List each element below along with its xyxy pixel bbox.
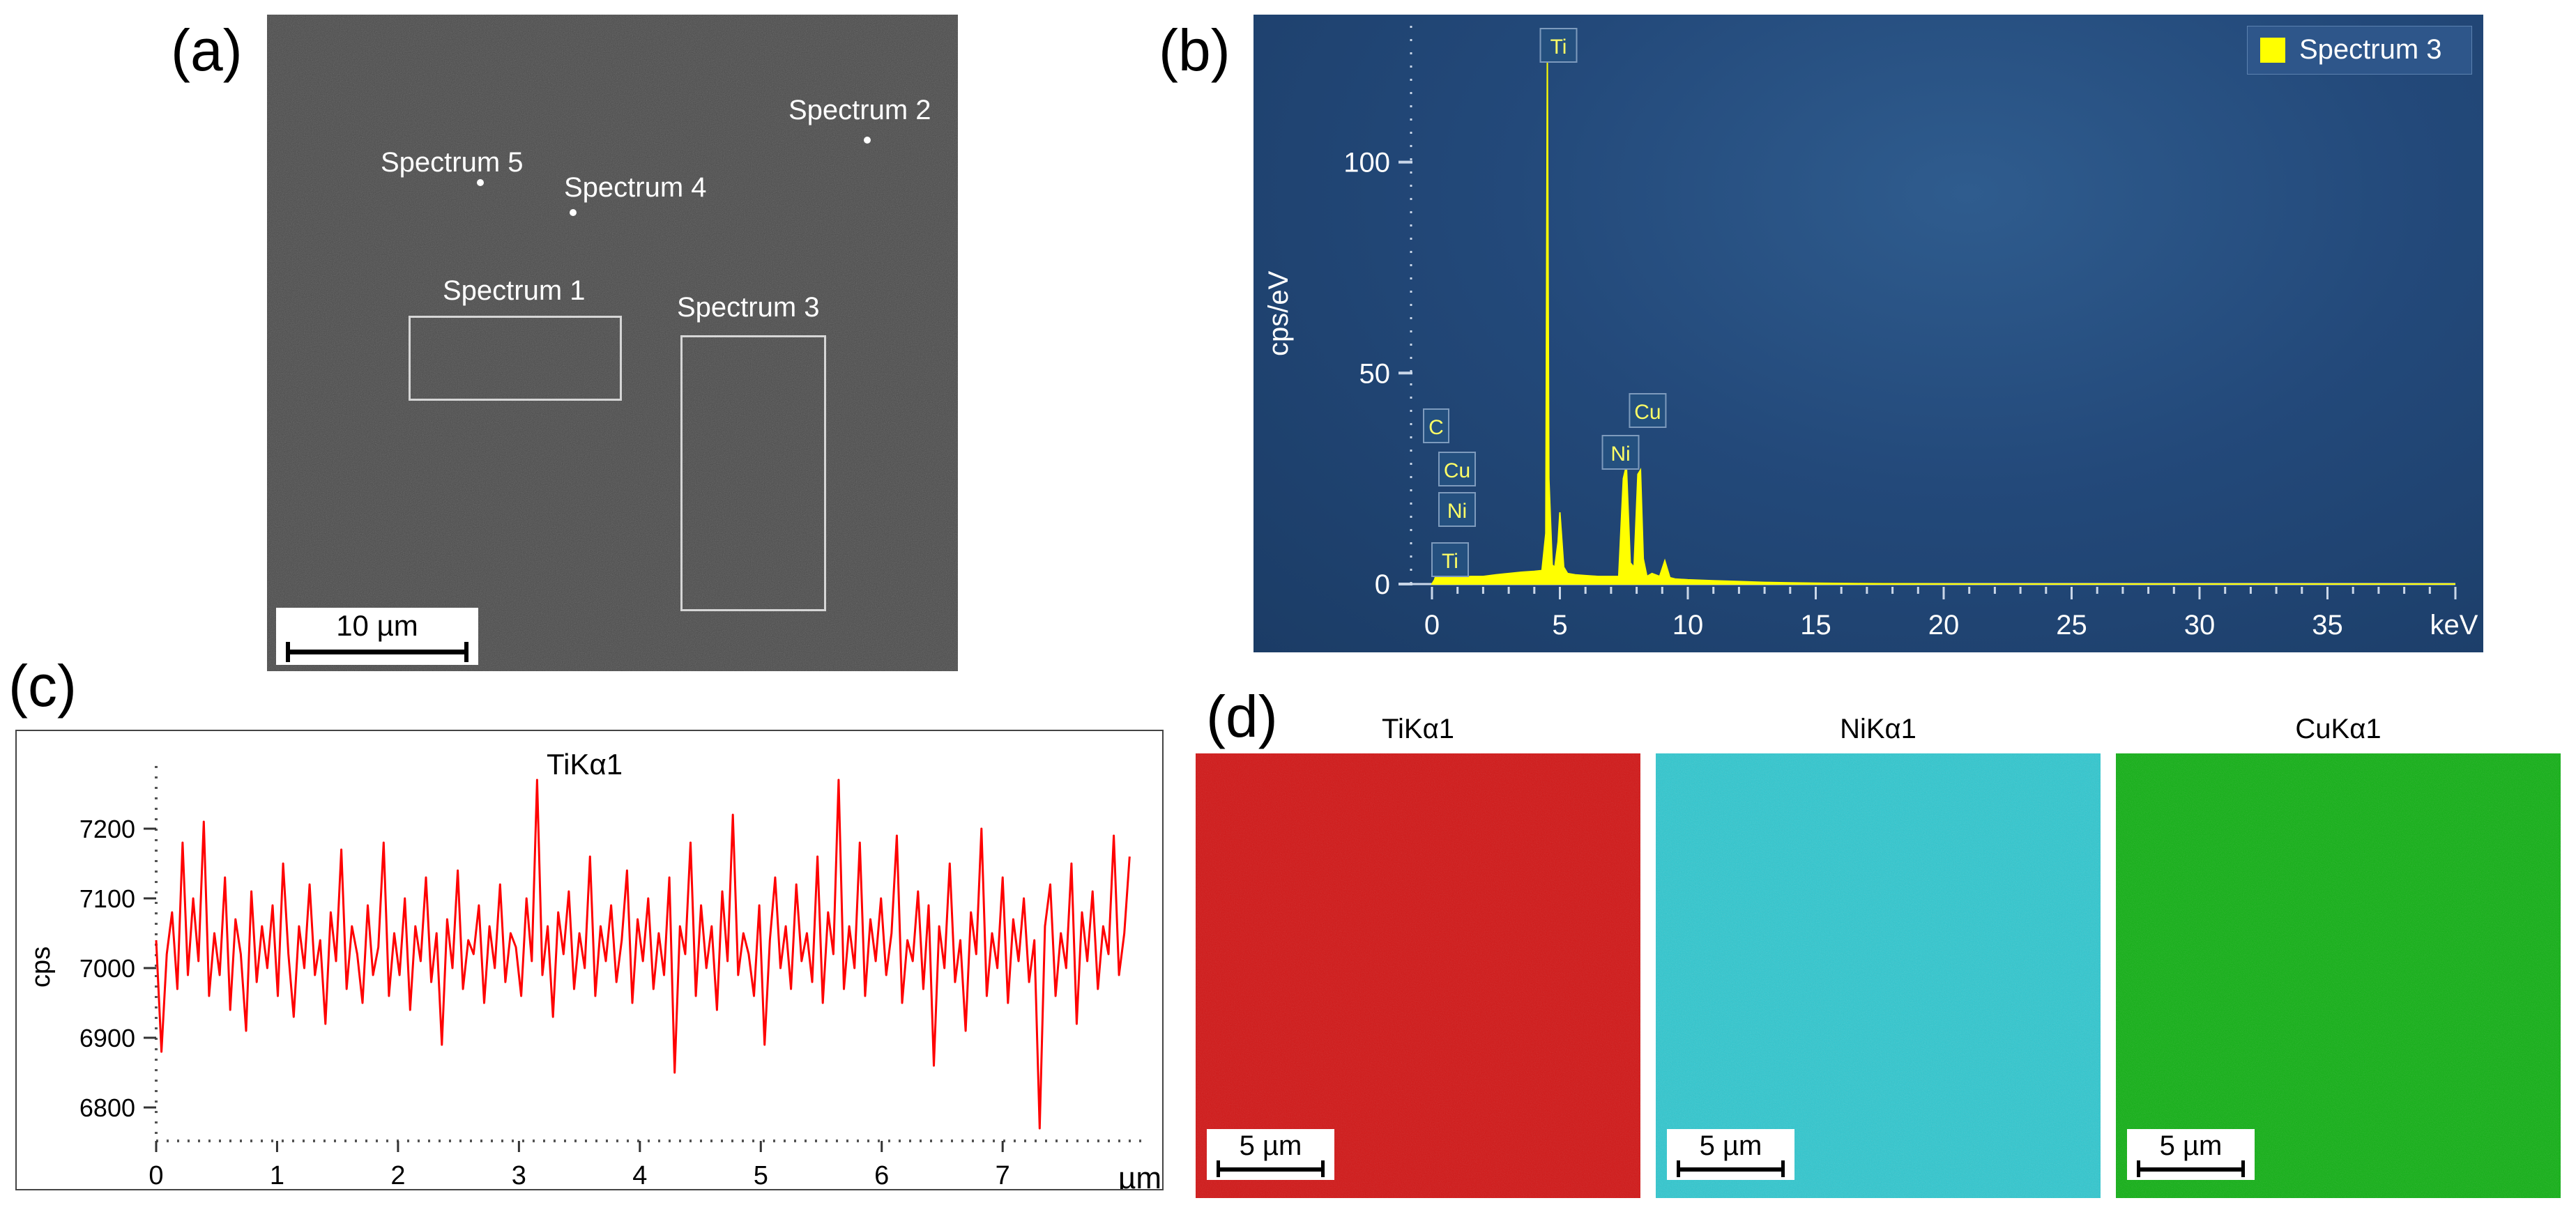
- eds-peak-label-text: C: [1428, 416, 1444, 439]
- ls-y-tick-label: 6800: [79, 1094, 135, 1122]
- eds-peak-label-text: Cu: [1444, 459, 1470, 482]
- eds-peak-label: C: [1423, 408, 1449, 443]
- sem-scale-label: 10 µm: [336, 609, 418, 642]
- spectrum-2-label: Spectrum 2: [788, 95, 931, 125]
- eds-x-tick-label: 30: [2184, 610, 2216, 640]
- eds-x-tick-label: 15: [1800, 610, 1831, 640]
- eds-y-tick-label: 100: [1343, 148, 1390, 178]
- ti-map-scale-label: 5 µm: [1239, 1130, 1302, 1161]
- eds-peak-label-text: Ni: [1447, 500, 1467, 523]
- spectrum-3-label: Spectrum 3: [677, 292, 820, 323]
- ls-y-tick-label: 7000: [79, 954, 135, 983]
- spectrum-4-point: [570, 209, 577, 216]
- eds-x-tick-label: 10: [1672, 610, 1704, 640]
- ni-map: 5 µm: [1656, 753, 2101, 1198]
- line-scan-title: TiKα1: [547, 748, 623, 781]
- eds-x-tick-label: 25: [2056, 610, 2087, 640]
- ls-x-tick-label: 5: [754, 1161, 768, 1189]
- ls-x-tick-label: 0: [148, 1161, 163, 1189]
- eds-y-tick-label: 0: [1375, 569, 1390, 600]
- ti-map-scale-line: [1217, 1160, 1325, 1177]
- eds-peak-label-text: Ti: [1550, 36, 1567, 59]
- eds-peak-label-text: Ni: [1610, 443, 1630, 466]
- eds-ylabel: cps/eV: [1263, 270, 1294, 356]
- ls-y-tick-label: 6900: [79, 1024, 135, 1052]
- map-title-cu: CuKα1: [2295, 714, 2381, 744]
- eds-peak-label-text: Ti: [1442, 550, 1458, 573]
- ni-map-scale-label: 5 µm: [1699, 1130, 1762, 1161]
- eds-peak-label: Ti: [1539, 28, 1578, 63]
- eds-spectrum-series: [1431, 61, 2455, 585]
- ti-map-scale: 5 µm: [1207, 1129, 1334, 1180]
- ls-y-tick-label: 7200: [79, 815, 135, 843]
- map-title-ti: TiKα1: [1382, 714, 1454, 744]
- cu-map-scale-label: 5 µm: [2159, 1130, 2223, 1161]
- ls-x-tick-label: 4: [632, 1161, 647, 1189]
- map-title-ni: NiKα1: [1840, 714, 1916, 744]
- eds-x-tick-label: 35: [2312, 610, 2343, 640]
- eds-x-tick-label: 0: [1424, 610, 1440, 640]
- sem-scale-line: [286, 642, 468, 662]
- panel-label-a: (a): [171, 17, 243, 83]
- spectrum-5-label: Spectrum 5: [381, 147, 524, 178]
- eds-x-axis-label: keV: [2430, 610, 2478, 640]
- sem-image: Spectrum 1 Spectrum 2 Spectrum 3 Spectru…: [267, 15, 958, 671]
- line-scan-plot: 0 1 2 3 4 5 6 7 µm 6800 6900 7000 7100 7200: [79, 766, 1161, 1195]
- spectrum-5-point: [477, 179, 484, 186]
- ni-map-texture: [1656, 753, 2101, 1198]
- eds-peak-label: Ti: [1431, 542, 1469, 577]
- eds-peak-label: Cu: [1629, 393, 1667, 428]
- line-scan-chart: 0 1 2 3 4 5 6 7 µm 6800 6900 7000 7100 7200 TiKα1 cps: [15, 730, 1164, 1195]
- ls-x-tick-label: 3: [512, 1161, 526, 1189]
- ls-x-tick-label: 7: [996, 1161, 1010, 1189]
- legend-label: Spectrum 3: [2299, 34, 2442, 65]
- eds-peak-label: Ni: [1438, 492, 1476, 527]
- eds-x-tick-label: 20: [1928, 610, 1960, 640]
- ni-map-scale-line: [1677, 1160, 1785, 1177]
- eds-peak-label-text: Cu: [1634, 401, 1661, 424]
- ls-x-tick-label: 2: [390, 1161, 405, 1189]
- ti-map: 5 µm: [1196, 753, 1640, 1198]
- panel-label-c: (c): [8, 653, 77, 719]
- ni-map-scale: 5 µm: [1667, 1129, 1794, 1180]
- cu-map: 5 µm: [2116, 753, 2561, 1198]
- spectrum-1-label: Spectrum 1: [443, 275, 586, 306]
- ls-x-axis-label: µm: [1118, 1161, 1161, 1189]
- sem-texture: [267, 15, 958, 671]
- cu-map-scale: 5 µm: [2127, 1129, 2255, 1180]
- eds-y-tick-label: 50: [1359, 358, 1391, 389]
- ti-map-texture: [1196, 753, 1640, 1198]
- spectrum-1-region: [409, 316, 622, 401]
- ls-x-tick-label: 6: [874, 1161, 889, 1189]
- panel-label-d: (d): [1206, 684, 1278, 749]
- sem-scale-bar: 10 µm: [276, 608, 478, 665]
- eds-peak-label: Cu: [1438, 452, 1476, 486]
- eds-legend: Spectrum 3: [2247, 26, 2472, 75]
- eds-peak-label: Ni: [1601, 435, 1640, 470]
- eds-spectrum-chart: 0 5 10 15 20 25 30 35 keV 0 50 100 Ti C Cu Ni Ti Ni Cu cps…: [1253, 15, 2483, 652]
- ls-series-line: [155, 778, 1131, 1130]
- spectrum-3-region: [680, 335, 826, 611]
- legend-swatch: [2260, 38, 2285, 63]
- spectrum-4-label: Spectrum 4: [564, 172, 707, 203]
- eds-x-tick-label: 5: [1552, 610, 1567, 640]
- ls-x-tick-label: 1: [270, 1161, 284, 1189]
- cu-map-texture: [2116, 753, 2561, 1198]
- cu-map-scale-line: [2137, 1160, 2245, 1177]
- ls-y-tick-label: 7100: [79, 884, 135, 913]
- panel-label-b: (b): [1159, 17, 1230, 83]
- spectrum-2-point: [864, 137, 871, 144]
- line-scan-ylabel: cps: [26, 946, 56, 988]
